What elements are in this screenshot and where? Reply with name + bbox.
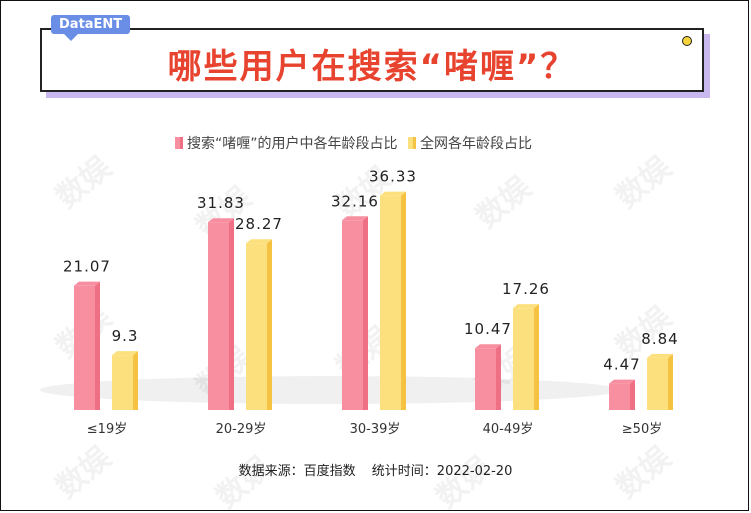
source-note: 数据来源：百度指数 — [238, 464, 356, 479]
legend-label-series1: 搜索“啫喱”的用户中各年龄段占比 — [187, 136, 398, 152]
brand-tag: DataENT — [51, 15, 131, 34]
bar-series1-3 — [475, 344, 501, 410]
watermark-text: 数娱 — [470, 169, 539, 235]
x-tick-label: ≥50岁 — [622, 422, 662, 437]
chart-title: 哪些用户在搜索“啫喱”？ — [167, 47, 577, 87]
bar-top — [208, 218, 234, 223]
bar-side — [267, 239, 272, 410]
bar-top — [647, 353, 673, 358]
data-label-series1-1: 31.83 — [197, 194, 245, 212]
bar-top — [513, 304, 539, 309]
time-note: 统计时间：2022-02-20 — [371, 464, 513, 479]
data-label-series1-0: 21.07 — [63, 258, 111, 276]
bar-top — [475, 344, 501, 349]
footer: 数据来源：百度指数 统计时间：2022-02-20 — [0, 460, 751, 479]
legend-label-series2: 全网各年龄段占比 — [419, 136, 532, 152]
bar-series1-0 — [74, 281, 100, 410]
bar-top — [609, 379, 635, 384]
bar-front — [208, 222, 229, 410]
brand-tag-pointer — [64, 34, 78, 41]
data-label-series2-4: 8.84 — [641, 330, 678, 348]
bar-side — [95, 281, 100, 410]
legend-item-series2: 全网各年龄段占比 — [407, 133, 532, 153]
watermark-text: 数娱 — [610, 149, 679, 215]
watermark-text: 数娱 — [50, 149, 119, 215]
bar-side — [496, 344, 501, 410]
bar-front — [647, 357, 668, 410]
bar-front — [246, 243, 267, 410]
bar-side — [668, 353, 673, 410]
bar-series2-4 — [647, 353, 673, 410]
bar-top — [380, 191, 406, 196]
x-tick-label: ≤19岁 — [87, 422, 127, 437]
bar-front — [513, 308, 534, 410]
bar-side — [401, 191, 406, 410]
bar-series1-4 — [609, 379, 635, 410]
watermark-text: 数娱 — [210, 449, 279, 513]
data-label-series2-1: 28.27 — [235, 215, 283, 233]
legend-item-series1: 搜索“啫喱”的用户中各年龄段占比 — [175, 133, 398, 153]
bar-front — [74, 285, 95, 410]
x-tick-label: 30-39岁 — [350, 422, 401, 437]
data-label-series2-2: 36.33 — [369, 168, 417, 186]
bar-series2-3 — [513, 304, 539, 410]
title-box: 哪些用户在搜索“啫喱”？ — [40, 28, 704, 92]
bar-front — [609, 383, 630, 410]
data-label-series1-2: 32.16 — [331, 192, 379, 210]
bar-series2-2 — [380, 191, 406, 410]
bar-series1-1 — [208, 218, 234, 410]
watermark-text: 数娱 — [430, 449, 499, 513]
bar-top — [74, 281, 100, 286]
bar-front — [342, 220, 363, 410]
bar-front — [380, 195, 401, 410]
bar-front — [112, 355, 133, 410]
bar-side — [133, 351, 138, 410]
data-label-series1-3: 10.47 — [464, 320, 512, 338]
bar-side — [363, 216, 368, 410]
legend: 搜索“啫喱”的用户中各年龄段占比 全网各年龄段占比 — [175, 133, 538, 153]
data-label-series2-0: 9.3 — [112, 327, 139, 345]
bar-series1-2 — [342, 216, 368, 410]
bar-top — [342, 216, 368, 221]
bar-front — [475, 348, 496, 410]
bar-side — [229, 218, 234, 410]
bar-series2-0 — [112, 351, 138, 410]
bar-side — [630, 379, 635, 410]
bar-side — [534, 304, 539, 410]
legend-swatch-series2 — [407, 137, 416, 149]
decor-dot-icon — [682, 36, 692, 46]
legend-swatch-series1 — [175, 137, 183, 149]
data-label-series2-3: 17.26 — [502, 280, 550, 298]
x-tick-label: 40-49岁 — [483, 422, 534, 437]
bar-top — [246, 239, 272, 244]
bar-series2-1 — [246, 239, 272, 410]
data-label-series1-4: 4.47 — [603, 356, 640, 374]
x-tick-label: 20-29岁 — [216, 422, 267, 437]
bar-top — [112, 351, 138, 356]
